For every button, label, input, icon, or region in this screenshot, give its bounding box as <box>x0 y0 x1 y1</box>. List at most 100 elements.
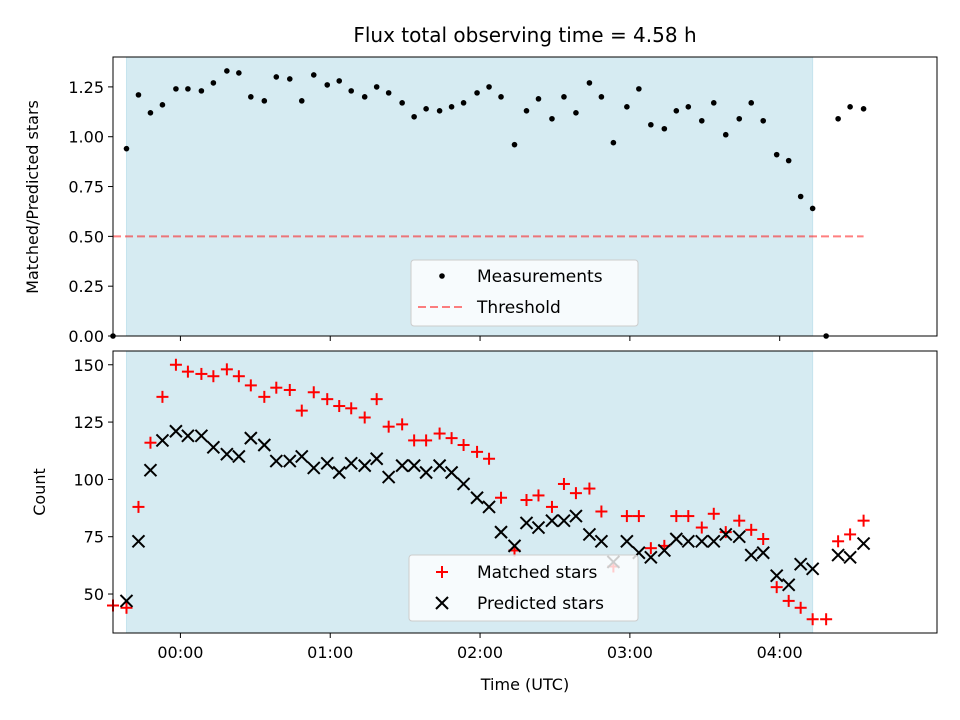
measurement-point <box>198 88 205 94</box>
matched-star-point <box>156 390 169 403</box>
legend-label-predicted: Predicted stars <box>477 594 604 614</box>
matched-star-point <box>333 400 346 413</box>
matched-star-point <box>682 510 695 523</box>
y-tick-label: 0.50 <box>68 227 104 246</box>
measurement-point <box>598 94 605 100</box>
matched-star-point <box>433 427 446 440</box>
measurement-point <box>460 100 467 106</box>
matched-star-point <box>169 358 182 371</box>
matched-star-point <box>806 613 819 626</box>
measurement-point <box>511 141 518 148</box>
predicted-star-point <box>744 548 758 562</box>
predicted-star-point <box>470 491 484 505</box>
predicted-star-point <box>369 452 384 466</box>
y-tick-label: 0.25 <box>68 277 104 296</box>
x-tick-label: 02:00 <box>457 643 503 662</box>
matched-star-point <box>770 581 783 594</box>
matched-star-point <box>569 487 582 500</box>
matched-star-point <box>220 363 233 376</box>
matched-star-point <box>382 420 395 433</box>
matched-star-point <box>270 381 283 394</box>
measurement-point <box>135 92 142 98</box>
matched-star-point <box>483 452 496 465</box>
predicted-star-point <box>531 520 546 535</box>
matched-star-point <box>370 393 383 406</box>
matched-star-point <box>620 510 633 523</box>
predicted-star-point <box>257 438 272 452</box>
predicted-star-point <box>519 516 534 530</box>
measurement-point <box>224 68 230 74</box>
matched-star-point <box>745 523 758 536</box>
measurement-point <box>298 98 305 104</box>
measurement-point <box>860 106 867 112</box>
y-tick-label: 125 <box>73 413 104 432</box>
matched-star-point <box>457 439 470 451</box>
predicted-star-point <box>395 458 409 473</box>
predicted-star-point <box>283 454 297 468</box>
y-tick-label: 50 <box>84 585 104 604</box>
matched-star-point <box>207 370 220 383</box>
predicted-star-point <box>707 534 721 548</box>
y-tick-label: 1.00 <box>68 128 104 147</box>
measurement-point <box>185 86 191 92</box>
matched-star-point <box>345 402 358 415</box>
measurement-point <box>722 131 729 138</box>
matched-star-point <box>120 601 133 614</box>
predicted-star-point <box>169 424 183 438</box>
matched-star-point <box>132 500 145 513</box>
predicted-star-point <box>232 449 246 464</box>
measurement-point <box>748 100 755 106</box>
matched-star-point <box>644 542 657 555</box>
measurement-point <box>710 100 717 106</box>
predicted-star-point <box>332 465 346 480</box>
measurement-point <box>835 115 841 122</box>
measurement-point <box>486 84 492 90</box>
matched-star-point <box>244 379 257 392</box>
measurement-point <box>498 94 504 100</box>
predicted-star-point <box>357 458 372 473</box>
measurement-point <box>261 98 268 104</box>
x-axis-label: Time (UTC) <box>480 675 569 694</box>
measurement-point <box>248 94 254 100</box>
measurement-point <box>361 94 368 100</box>
predicted-star-point <box>843 550 857 565</box>
predicted-star-point <box>507 539 522 553</box>
measurement-point <box>785 157 792 164</box>
measurement-point <box>236 70 242 76</box>
matched-star-point <box>557 477 570 490</box>
matched-star-point <box>707 507 720 520</box>
matched-star-point <box>358 411 371 424</box>
matched-star-point <box>471 445 484 458</box>
predicted-star-point <box>155 433 170 448</box>
measurement-point <box>210 80 217 86</box>
matched-star-point <box>195 367 208 380</box>
predicted-star-point <box>244 431 258 445</box>
predicted-star-point <box>805 562 820 576</box>
predicted-star-point <box>756 546 770 560</box>
predicted-star-point <box>793 557 808 571</box>
predicted-star-point <box>307 461 321 475</box>
y-axis-label: Matched/Predicted stars <box>23 100 42 294</box>
predicted-star-point <box>269 454 284 468</box>
y-tick-label: 0.00 <box>68 327 104 346</box>
measurement-point <box>847 104 853 110</box>
measurement-point <box>123 145 130 152</box>
measurement-point <box>147 110 154 116</box>
predicted-star-point <box>444 465 459 480</box>
predicted-star-point <box>220 447 234 461</box>
y-tick-label: 75 <box>84 528 104 547</box>
matched-star-point <box>844 528 857 541</box>
legend-marker-matched <box>436 566 448 578</box>
predicted-star-point <box>320 456 334 471</box>
measurement-point <box>685 104 692 110</box>
predicted-star-point <box>681 534 696 548</box>
matched-star-point <box>857 514 870 527</box>
predicted-star-point <box>419 465 433 480</box>
measurement-point <box>399 100 405 106</box>
chart-title: Flux total observing time = 4.58 h <box>353 23 696 47</box>
predicted-star-point <box>456 477 471 491</box>
predicted-star-point <box>432 458 447 473</box>
matched-star-point <box>794 601 807 614</box>
matched-star-point <box>232 370 245 383</box>
